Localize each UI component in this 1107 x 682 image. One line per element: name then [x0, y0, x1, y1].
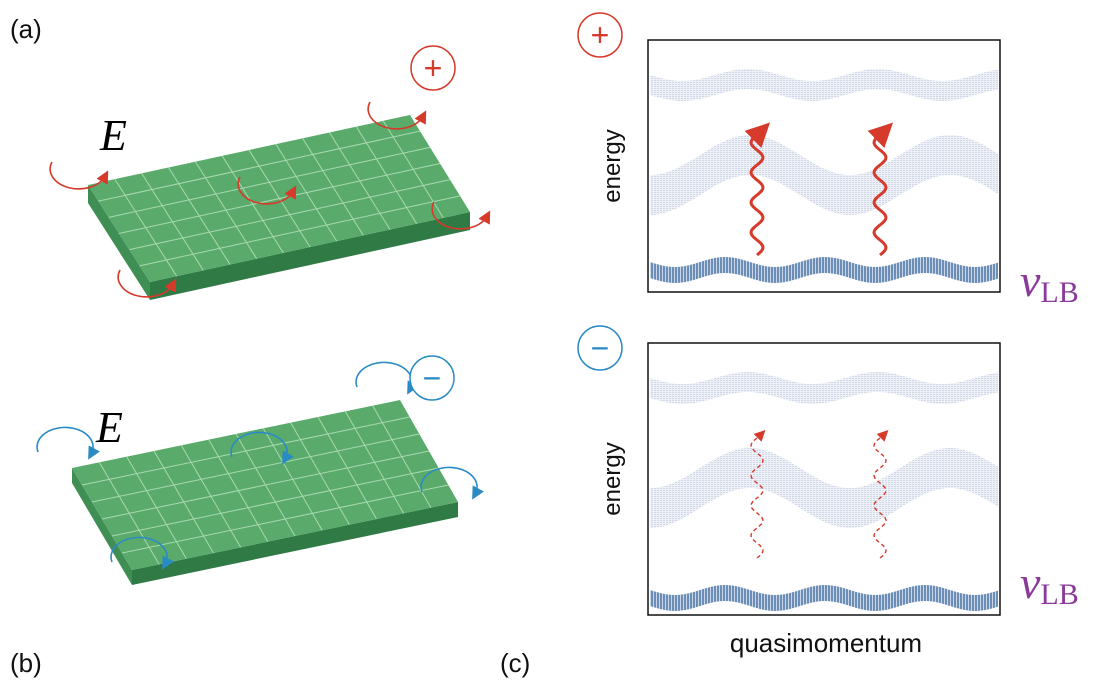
field-label: E [99, 111, 127, 160]
sign: + [424, 50, 443, 86]
axis-label: quasimomentum [730, 628, 922, 658]
band-label: νLB [1020, 557, 1079, 611]
band-panels [650, 69, 998, 611]
energy-band [650, 257, 998, 283]
energy-band [650, 585, 998, 611]
axis-label: energy [599, 442, 626, 515]
band-subscript: LB [1040, 578, 1078, 611]
band-label: νLB [1020, 255, 1079, 309]
rotation-arrow [37, 427, 93, 454]
energy-band [650, 69, 998, 101]
energy-band [650, 448, 998, 528]
band-subscript: LB [1040, 276, 1078, 309]
plates [37, 102, 487, 585]
band-symbol: ν [1020, 557, 1041, 608]
rotation-arrow [356, 362, 412, 389]
panel-label: (c) [500, 648, 530, 678]
energy-band [650, 135, 998, 215]
sign: + [591, 17, 610, 53]
sign: − [591, 330, 610, 366]
band-symbol: ν [1020, 255, 1041, 306]
rotation-arrow [50, 162, 105, 189]
field-label: E [95, 403, 123, 452]
energy-band [650, 372, 998, 404]
panel-label: (b) [10, 648, 42, 678]
sign: − [423, 360, 442, 396]
figure: (a) (b) (c) E E + − + − energy energy qu… [0, 0, 1107, 682]
panel-label: (a) [10, 14, 42, 44]
axis-label: energy [599, 129, 626, 202]
